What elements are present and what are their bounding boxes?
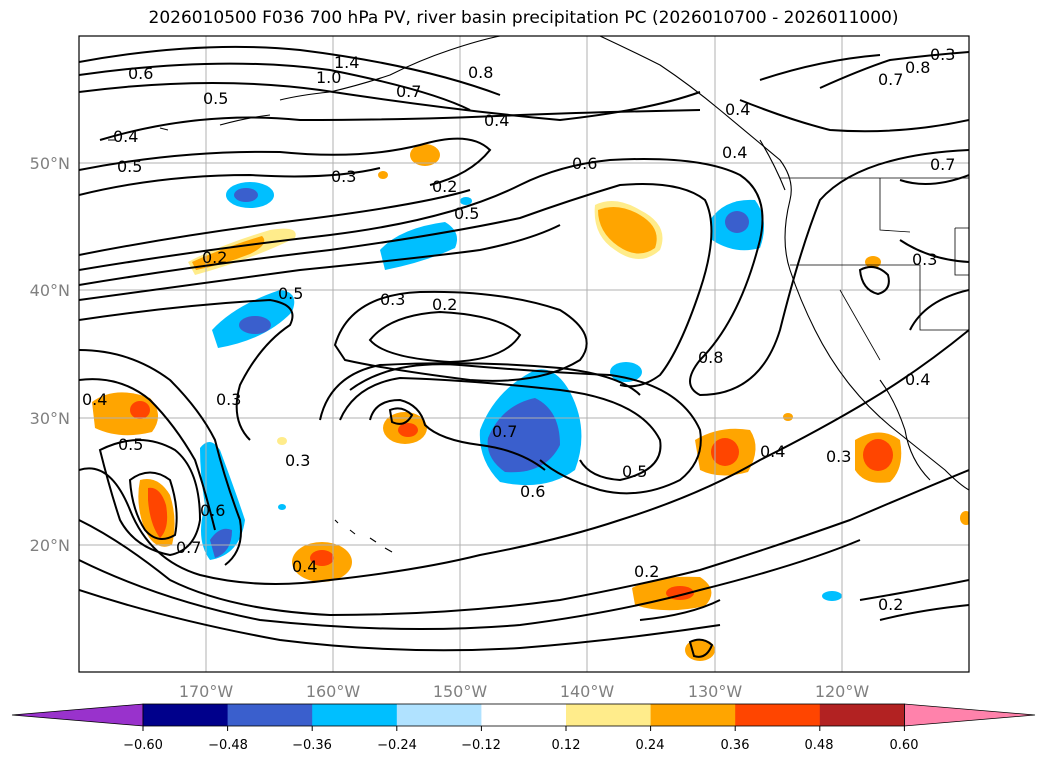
- colorbar-outline: [142, 703, 905, 727]
- contour-label: 0.5: [622, 462, 647, 481]
- contour-label: 0.2: [202, 248, 227, 267]
- precipitation-shading: [92, 144, 969, 661]
- lat-label: 30°N: [30, 409, 70, 428]
- colorbar-tick-label: −0.24: [377, 738, 417, 753]
- colorbar-cells: [11, 703, 1036, 727]
- contour-label: 0.6: [572, 154, 597, 173]
- contour-label: 0.3: [331, 167, 356, 186]
- contour-label: 0.4: [722, 143, 747, 162]
- colorbar-cell: [650, 704, 736, 726]
- contour-label: 0.3: [912, 250, 937, 269]
- colorbar-labels: −0.60 −0.48 −0.36 −0.24 −0.12 0.12 0.24 …: [123, 738, 918, 753]
- colorbar-cell: [566, 704, 652, 726]
- contour-label: 0.2: [878, 595, 903, 614]
- contour-label: 0.3: [826, 447, 851, 466]
- contour-label: 0.4: [82, 390, 107, 409]
- contour-label: 0.3: [380, 290, 405, 309]
- contour-label: 0.4: [113, 127, 138, 146]
- contour-label: 0.2: [432, 295, 457, 314]
- contour-labels: 0.6 1.0 1.4 0.8 0.5 0.7 0.4 0.5 0.4 0.3 …: [82, 45, 955, 614]
- contour-label: 0.6: [200, 501, 225, 520]
- positive-anomaly-areas: [92, 144, 969, 661]
- contour-label: 0.5: [278, 284, 303, 303]
- colorbar-ticks: [142, 726, 905, 731]
- lon-label: 120°W: [815, 682, 870, 701]
- colorbar-tick-label: −0.36: [292, 738, 332, 753]
- colorbar-tick-label: 0.60: [890, 738, 919, 753]
- colorbar-cell: [396, 704, 482, 726]
- map-frame: [78, 35, 970, 673]
- contour-label: 0.4: [760, 442, 785, 461]
- contour-label: 0.3: [285, 451, 310, 470]
- contour-label: 0.7: [492, 422, 517, 441]
- contour-label: 0.4: [484, 111, 509, 130]
- contour-label: 0.6: [128, 64, 153, 83]
- lat-label: 40°N: [30, 281, 70, 300]
- colorbar-tick-label: −0.60: [123, 738, 163, 753]
- colorbar: −0.60 −0.48 −0.36 −0.24 −0.12 0.12 0.24 …: [11, 703, 1036, 753]
- contour-label: 0.5: [118, 435, 143, 454]
- colorbar-tick-label: −0.12: [461, 738, 501, 753]
- contour-label: 0.4: [905, 370, 930, 389]
- colorbar-tick-label: 0.24: [636, 738, 665, 753]
- gridlines: [79, 36, 969, 672]
- contour-label: 0.7: [396, 82, 421, 101]
- contour-label: 1.4: [334, 53, 359, 72]
- lon-label: 150°W: [433, 682, 488, 701]
- contour-label: 0.7: [176, 538, 201, 557]
- lon-label: 170°W: [179, 682, 234, 701]
- colorbar-tick-label: 0.48: [805, 738, 834, 753]
- colorbar-cell: [735, 704, 821, 726]
- contour-label: 0.7: [930, 155, 955, 174]
- lon-label: 160°W: [306, 682, 361, 701]
- lat-label: 50°N: [30, 154, 70, 173]
- contour-label: 0.8: [698, 348, 723, 367]
- pv-contours: [79, 45, 969, 658]
- contour-label: 0.6: [520, 482, 545, 501]
- colorbar-tick-label: 0.36: [721, 738, 750, 753]
- colorbar-cell: [481, 704, 567, 726]
- contour-label: 0.3: [930, 45, 955, 64]
- contour-label: 0.4: [725, 100, 750, 119]
- contour-label: 0.5: [203, 89, 228, 108]
- contour-label: 0.8: [468, 63, 493, 82]
- colorbar-cell: [227, 704, 313, 726]
- colorbar-cell: [819, 704, 905, 726]
- colorbar-tick-label: 0.12: [552, 738, 581, 753]
- negative-anomaly-areas: [200, 182, 842, 601]
- contour-label: 0.4: [292, 557, 317, 576]
- latitude-labels: 50°N 40°N 30°N 20°N: [30, 154, 70, 555]
- colorbar-cell: [312, 704, 398, 726]
- contour-label: 0.7: [878, 70, 903, 89]
- contour-label: 0.8: [905, 58, 930, 77]
- coastlines: [108, 36, 969, 553]
- longitude-labels: 170°W 160°W 150°W 140°W 130°W 120°W: [179, 682, 870, 701]
- lat-label: 20°N: [30, 536, 70, 555]
- contour-label: 0.5: [454, 204, 479, 223]
- colorbar-extend-high: [904, 703, 1036, 727]
- contour-label: 0.5: [117, 157, 142, 176]
- contour-label: 0.3: [216, 390, 241, 409]
- lon-label: 140°W: [560, 682, 615, 701]
- colorbar-cell: [143, 704, 229, 726]
- contour-label: 1.0: [316, 68, 341, 87]
- colorbar-tick-label: −0.48: [208, 738, 248, 753]
- map-title: 2026010500 F036 700 hPa PV, river basin …: [148, 8, 899, 28]
- contour-label: 0.2: [634, 562, 659, 581]
- colorbar-extend-low: [11, 703, 144, 727]
- lon-label: 130°W: [688, 682, 743, 701]
- contour-label: 0.2: [432, 177, 457, 196]
